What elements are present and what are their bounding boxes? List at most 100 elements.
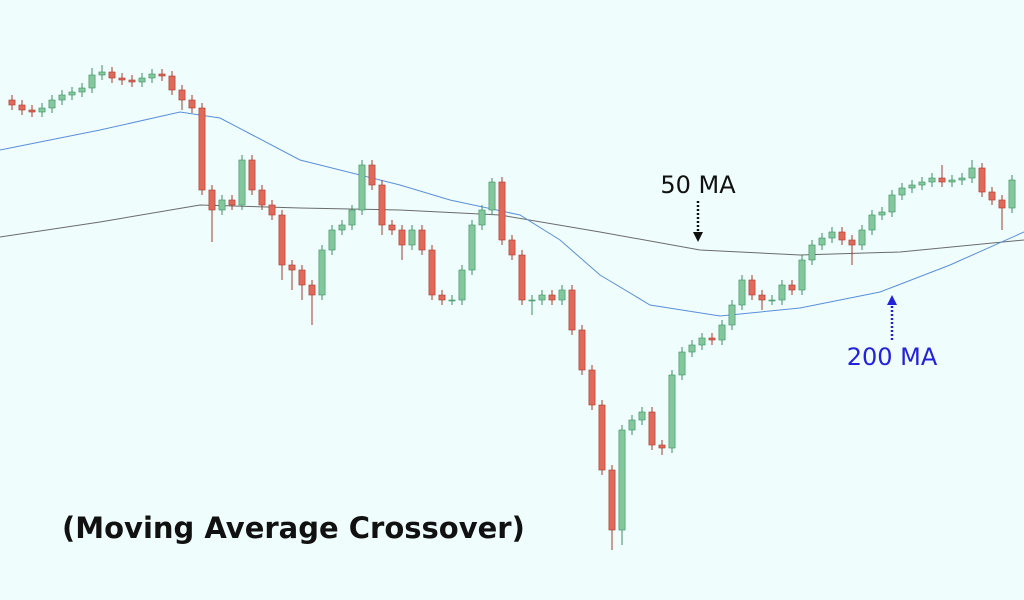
candle-body (18, 104, 26, 111)
ma50-arrowhead (693, 232, 703, 242)
candle-body (168, 75, 176, 91)
candle-body (218, 199, 226, 211)
candle-body (628, 419, 636, 431)
candle-body (388, 224, 396, 231)
candle-body (448, 299, 456, 302)
candle-body (308, 284, 316, 296)
candle-body (108, 71, 116, 79)
candle-body (198, 107, 206, 191)
candle-body (338, 224, 346, 231)
candle-body (58, 94, 66, 101)
candle-body (188, 99, 196, 109)
candle-body (258, 189, 266, 206)
candle-body (148, 73, 156, 79)
candle-body (558, 289, 566, 301)
candle-body (408, 229, 416, 246)
candle-body (38, 107, 46, 113)
candle-body (828, 231, 836, 239)
candle-body (278, 214, 286, 266)
candle-body (838, 231, 846, 241)
candle-body (48, 99, 56, 109)
candle-body (798, 259, 806, 291)
candle-body (868, 214, 876, 231)
candle-body (698, 337, 706, 346)
candle-body (118, 77, 126, 81)
candle-body (898, 187, 906, 196)
candle-body (568, 289, 576, 331)
candle-body (318, 249, 326, 296)
candle-body (948, 179, 956, 183)
candle-body (758, 294, 766, 301)
candle-body (348, 209, 356, 226)
candle-body (358, 164, 366, 211)
candle-body (978, 167, 986, 193)
candle-body (248, 159, 256, 191)
candle-body (538, 294, 546, 301)
candle-body (418, 229, 426, 251)
candle-body (588, 369, 596, 406)
ma200-label: 200 MA (847, 343, 938, 371)
candle-body (678, 351, 686, 376)
candle-body (638, 411, 646, 421)
candle-body (498, 181, 506, 241)
candle-body (998, 199, 1006, 209)
candle-body (548, 294, 556, 301)
candle-body (528, 299, 536, 302)
candle-body (658, 444, 666, 449)
candle-body (808, 244, 816, 261)
candle-body (138, 77, 146, 83)
candle-body (748, 279, 756, 296)
candle-body (578, 329, 586, 371)
candle-body (438, 294, 446, 301)
candle-body (788, 284, 796, 291)
candle-body (768, 299, 776, 302)
ma200-arrowhead (887, 295, 897, 305)
candle-body (918, 181, 926, 186)
candle-body (508, 239, 516, 256)
candle-body (518, 254, 526, 301)
candle-body (478, 209, 486, 226)
candle-body (398, 229, 406, 246)
candle-body (908, 184, 916, 189)
candle-body (778, 284, 786, 301)
caption: (Moving Average Crossover) (62, 511, 525, 545)
candle-body (1008, 179, 1016, 209)
candle-body (298, 269, 306, 286)
candle-body (968, 167, 976, 179)
candle-body (938, 177, 946, 183)
candle-body (708, 337, 716, 341)
candle-body (158, 73, 166, 77)
candle-body (618, 429, 626, 531)
candle-body (88, 74, 96, 89)
candle-body (598, 404, 606, 471)
candle-body (178, 89, 186, 101)
candle-body (668, 374, 676, 449)
ma50-label: 50 MA (660, 171, 736, 199)
candle-body (208, 189, 216, 211)
candle-body (718, 324, 726, 341)
candle-body (988, 191, 996, 201)
candle-body (878, 211, 886, 216)
candle-body (468, 224, 476, 271)
candle-body (98, 71, 106, 76)
candle-body (428, 249, 436, 296)
candle-body (68, 91, 76, 96)
candle-body (608, 469, 616, 531)
candle-body (28, 109, 36, 113)
candle-body (818, 237, 826, 246)
candle-body (228, 199, 236, 206)
candle-body (848, 239, 856, 246)
candle-body (8, 99, 16, 106)
candle-body (378, 184, 386, 226)
candle-body (728, 304, 736, 326)
candle-body (78, 87, 86, 93)
candle-body (268, 204, 276, 216)
candle-body (288, 264, 296, 271)
candle-body (858, 229, 866, 246)
candle-body (648, 411, 656, 446)
candle-body (128, 79, 136, 83)
candle-body (928, 177, 936, 183)
